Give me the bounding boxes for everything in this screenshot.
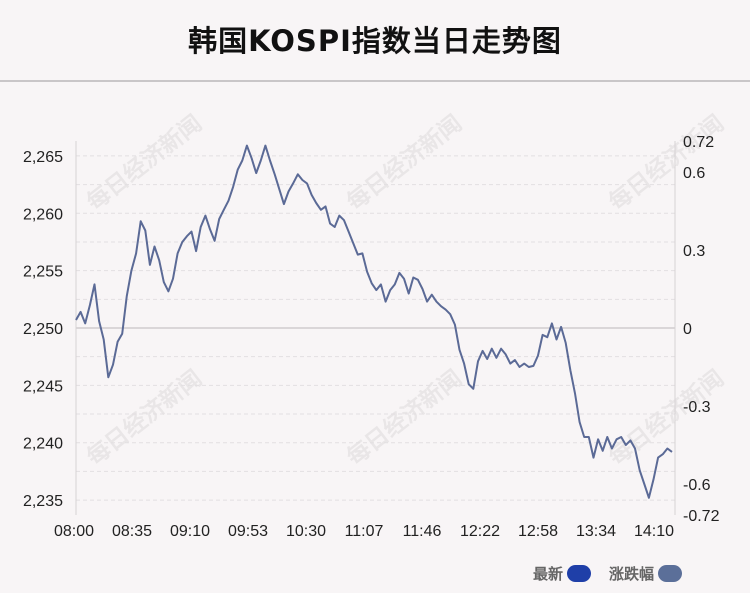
legend-latest: 最新 (533, 563, 592, 584)
left-tick-label: 2,250 (23, 321, 63, 338)
x-tick-label: 12:22 (460, 523, 500, 540)
legend-change-swatch (658, 565, 683, 582)
right-tick-label: 0 (683, 321, 692, 338)
right-tick-label: -0.6 (683, 477, 711, 494)
x-tick-label: 11:46 (403, 523, 442, 540)
x-tick-label: 10:30 (286, 523, 326, 540)
legend-change: 涨跌幅 (609, 563, 683, 584)
right-tick-label: 0.72 (683, 134, 714, 151)
x-tick-label: 11:07 (345, 523, 384, 540)
legend-latest-label: 最新 (533, 565, 564, 583)
right-axis-ticks: 0.72 0.6 0.3 0 -0.3 -0.6 -0.72 (683, 134, 720, 525)
series-line (75, 144, 673, 499)
left-tick-label: 2,260 (23, 206, 63, 223)
title-divider (0, 80, 750, 82)
x-tick-label: 08:35 (112, 523, 152, 540)
left-tick-label: 2,235 (23, 493, 63, 510)
x-tick-label: 09:53 (228, 523, 268, 540)
left-axis-ticks: 2,265 2,260 2,255 2,250 2,245 2,240 2,235 (23, 149, 63, 510)
left-tick-label: 2,265 (23, 149, 63, 166)
x-tick-label: 13:34 (576, 523, 616, 540)
right-tick-label: 0.3 (683, 243, 705, 260)
legend-change-label: 涨跌幅 (609, 565, 655, 583)
series-layer (75, 144, 673, 499)
right-tick-label: -0.72 (683, 508, 720, 525)
left-tick-label: 2,255 (23, 264, 63, 281)
axes (75, 141, 676, 515)
left-tick-label: 2,240 (23, 436, 63, 453)
right-tick-label: 0.6 (683, 165, 705, 182)
x-tick-label: 14:10 (634, 523, 674, 540)
x-tick-label: 12:58 (518, 523, 558, 540)
x-axis-ticks: 08:00 08:35 09:10 09:53 10:30 11:07 11:46 12:22… (54, 523, 674, 540)
grid-lines (76, 155, 675, 501)
right-tick-label: -0.3 (683, 399, 711, 416)
x-tick-label: 08:00 (54, 523, 94, 540)
chart-title: 韩国KOSPI指数当日走势图 (188, 24, 562, 58)
left-tick-label: 2,245 (23, 378, 63, 395)
x-tick-label: 09:10 (170, 523, 210, 540)
legend-latest-swatch (567, 565, 592, 582)
